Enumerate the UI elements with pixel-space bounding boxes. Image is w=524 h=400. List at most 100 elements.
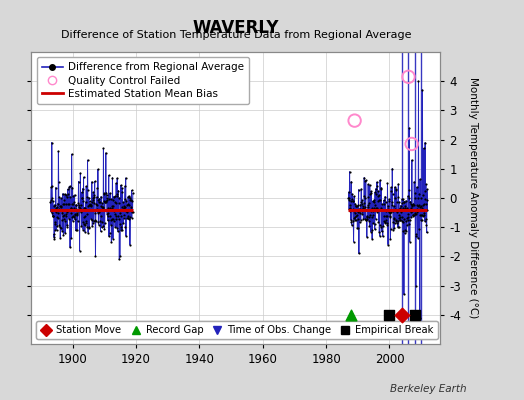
Point <box>66 244 74 250</box>
Point <box>70 198 78 205</box>
Point <box>101 198 109 205</box>
Point <box>418 87 427 93</box>
Point <box>107 216 115 223</box>
Point <box>355 219 364 226</box>
Point <box>53 200 62 207</box>
Point <box>390 214 399 221</box>
Point <box>128 209 137 216</box>
Point <box>361 216 369 222</box>
Point <box>408 202 417 208</box>
Point <box>62 209 71 215</box>
Point <box>421 188 430 194</box>
Point <box>354 202 363 208</box>
Point <box>108 216 116 222</box>
Point <box>370 196 378 203</box>
Point <box>379 223 387 230</box>
Point <box>117 212 126 219</box>
Point <box>395 198 403 205</box>
Point <box>374 218 383 225</box>
Point <box>77 223 85 229</box>
Point <box>372 190 380 197</box>
Point <box>61 218 70 224</box>
Point <box>49 213 58 219</box>
Point <box>88 223 96 230</box>
Point <box>126 197 135 203</box>
Point <box>422 229 431 236</box>
Point <box>360 174 368 181</box>
Point <box>376 177 384 184</box>
Point <box>367 227 376 233</box>
Point <box>59 213 67 219</box>
Point <box>125 197 134 203</box>
Point <box>355 206 364 212</box>
Point <box>111 211 119 217</box>
Point <box>385 196 394 202</box>
Point <box>106 190 114 196</box>
Point <box>68 214 77 220</box>
Point <box>354 209 362 215</box>
Point <box>422 216 430 222</box>
Point <box>92 202 101 208</box>
Point <box>377 205 385 211</box>
Point <box>410 194 419 201</box>
Point <box>91 253 100 260</box>
Point <box>90 200 99 206</box>
Point <box>407 201 415 208</box>
Point <box>366 190 374 197</box>
Point <box>400 216 409 222</box>
Point <box>91 210 99 216</box>
Point <box>359 206 368 212</box>
Point <box>367 188 375 194</box>
Point <box>377 228 386 235</box>
Point <box>96 212 105 219</box>
Point <box>76 170 84 176</box>
Point <box>74 203 83 210</box>
Y-axis label: Monthly Temperature Anomaly Difference (°C): Monthly Temperature Anomaly Difference (… <box>468 77 478 319</box>
Point <box>118 227 126 233</box>
Point <box>84 202 93 208</box>
Point <box>63 194 72 200</box>
Point <box>369 220 377 226</box>
Point <box>61 210 70 217</box>
Point <box>99 222 107 229</box>
Point <box>353 203 361 209</box>
Point <box>355 250 363 257</box>
Point <box>114 187 123 194</box>
Point <box>50 236 59 242</box>
Point <box>71 227 80 234</box>
Point <box>84 187 92 193</box>
Point <box>77 202 85 208</box>
Point <box>405 187 413 193</box>
Point <box>107 196 115 202</box>
Point <box>408 157 416 163</box>
Point <box>378 206 387 213</box>
Point <box>348 198 357 204</box>
Point <box>66 183 74 190</box>
Point <box>389 208 397 214</box>
Point <box>61 230 69 236</box>
Point <box>106 205 115 211</box>
Point <box>389 218 397 225</box>
Point <box>78 195 86 201</box>
Point <box>81 228 89 235</box>
Point <box>112 216 120 222</box>
Point <box>50 231 58 238</box>
Point <box>361 194 369 201</box>
Point <box>56 234 64 241</box>
Point <box>122 197 130 204</box>
Point <box>123 213 132 220</box>
Point <box>348 196 356 202</box>
Point <box>420 145 428 152</box>
Point <box>121 196 129 203</box>
Point <box>379 197 388 204</box>
Point <box>66 206 74 213</box>
Point <box>409 201 418 207</box>
Point <box>72 209 81 216</box>
Point <box>367 190 376 196</box>
Point <box>113 192 121 199</box>
Point <box>82 183 91 190</box>
Point <box>68 201 76 207</box>
Point <box>92 207 100 214</box>
Point <box>89 194 97 201</box>
Point <box>352 217 360 223</box>
